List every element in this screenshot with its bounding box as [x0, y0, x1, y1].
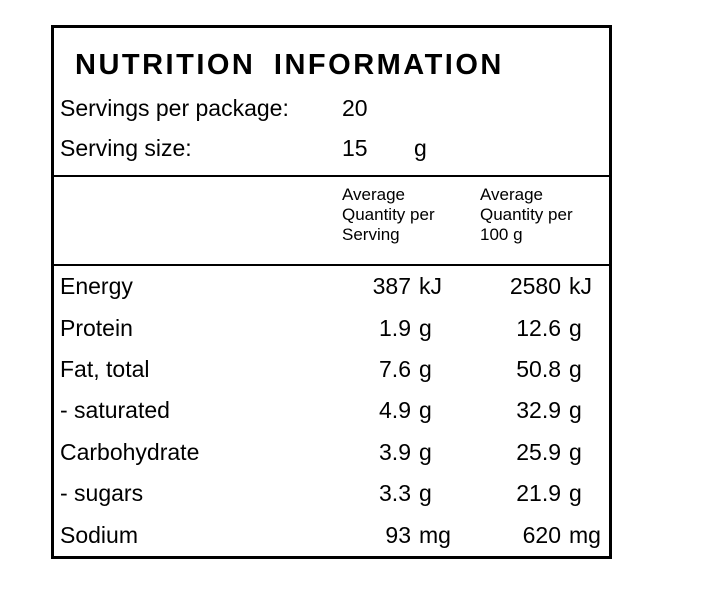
per-serving-value: 3.3: [379, 480, 411, 507]
serving-size-row: Serving size: 15 g: [54, 128, 609, 168]
per-100g-value: 32.9: [516, 397, 561, 424]
per-serving-value: 387: [372, 273, 411, 300]
nutrient-name: - saturated: [60, 397, 170, 424]
nutrient-rows: Energy 387 kJ 2580 kJ Protein 1.9 g 12.6…: [54, 264, 609, 556]
per-100g-value: 25.9: [516, 438, 561, 465]
column-header-per-100g: Average Quantity per 100 g: [480, 185, 573, 244]
per-100g-unit: kJ: [569, 273, 592, 300]
per-serving-value: 93: [385, 521, 411, 548]
table-row-sugars: - sugars 3.3 g 21.9 g: [54, 473, 609, 514]
serving-size-unit: g: [414, 135, 427, 161]
per-100g-value: 12.6: [516, 314, 561, 341]
per-serving-unit: g: [419, 314, 432, 341]
serving-size-label: Serving size:: [60, 135, 192, 161]
per-100g-value: 2580: [509, 273, 561, 300]
nutrient-name: Protein: [60, 314, 133, 341]
per-serving-value: 1.9: [379, 314, 411, 341]
servings-per-package-label: Servings per package:: [60, 95, 289, 121]
serving-size-value: 15: [342, 135, 368, 161]
per-serving-value: 4.9: [379, 397, 411, 424]
panel-title: NUTRITION INFORMATION: [75, 49, 504, 81]
per-100g-value: 620: [522, 521, 561, 548]
table-row-fat-total: Fat, total 7.6 g 50.8 g: [54, 349, 609, 390]
servings-per-package-unit: [414, 88, 609, 128]
table-row-sodium: Sodium 93 mg 620 mg: [54, 515, 609, 556]
column-headers: Average Quantity per Serving Average Qua…: [54, 175, 609, 264]
table-row-saturated: - saturated 4.9 g 32.9 g: [54, 390, 609, 431]
nutrient-name: Carbohydrate: [60, 438, 200, 465]
per-100g-unit: g: [569, 480, 582, 507]
servings-per-package-value: 20: [342, 95, 368, 121]
per-100g-unit: g: [569, 438, 582, 465]
per-100g-unit: g: [569, 314, 582, 341]
per-100g-unit: g: [569, 356, 582, 383]
per-100g-value: 50.8: [516, 356, 561, 383]
per-100g-unit: g: [569, 397, 582, 424]
per-100g-value: 21.9: [516, 480, 561, 507]
servings-per-package-row: Servings per package: 20: [54, 88, 609, 128]
table-row-energy: Energy 387 kJ 2580 kJ: [54, 266, 609, 307]
nutrition-information-panel: NUTRITION INFORMATION Servings per packa…: [51, 25, 612, 559]
nutrient-name: Fat, total: [60, 356, 150, 383]
table-row-protein: Protein 1.9 g 12.6 g: [54, 307, 609, 348]
table-row-carbohydrate: Carbohydrate 3.9 g 25.9 g: [54, 432, 609, 473]
per-serving-unit: g: [419, 480, 432, 507]
nutrient-name: Energy: [60, 273, 133, 300]
column-header-per-serving: Average Quantity per Serving: [342, 185, 435, 244]
column-header-spacer: [54, 185, 342, 264]
per-serving-unit: g: [419, 356, 432, 383]
nutrient-name: - sugars: [60, 480, 144, 507]
per-serving-value: 3.9: [379, 438, 411, 465]
per-serving-unit: g: [419, 438, 432, 465]
intro-section: NUTRITION INFORMATION Servings per packa…: [54, 28, 609, 175]
per-serving-unit: kJ: [419, 273, 442, 300]
per-serving-unit: mg: [419, 521, 451, 548]
per-serving-unit: g: [419, 397, 432, 424]
per-100g-unit: mg: [569, 521, 601, 548]
nutrient-name: Sodium: [60, 521, 138, 548]
per-serving-value: 7.6: [379, 356, 411, 383]
